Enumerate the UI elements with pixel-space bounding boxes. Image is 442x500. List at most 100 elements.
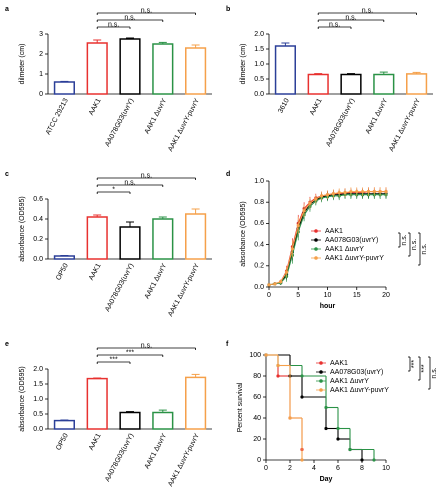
x-tick-label: AAK1 ΔuvrY-puvrY [167,262,201,318]
y-tick-label: 0 [39,91,43,98]
point [361,190,365,194]
y-tick-label: 0.6 [33,196,43,203]
point [336,437,340,441]
x-tick-label: 20 [382,292,390,299]
bar [152,411,174,430]
y-tick-label: 0.0 [254,91,264,98]
y-tick-label: 1.5 [254,46,264,53]
bar [152,218,174,260]
y-tick-label: 20 [253,436,261,443]
point [276,363,280,368]
y-tick-label: 1.0 [33,396,43,403]
point [279,280,283,284]
point [284,270,289,274]
bar [119,411,141,430]
legend-label: AA078G03(uvrY) [325,237,378,244]
y-tick-label: 1.5 [33,381,43,388]
point [343,191,347,195]
y-tick-label: 0.5 [254,76,264,83]
x-axis-label: Day [320,476,333,483]
x-tick-label: 10 [382,465,390,472]
significance-label: n.s. [141,342,152,349]
point [325,193,330,197]
x-tick-label: OP50 [55,432,70,451]
x-tick-label: AAK1 ΔuvrY [144,262,169,300]
x-tick-label: 3610 [277,97,291,114]
y-tick-label: 0.0 [33,426,43,433]
significance-label: n.s. [124,179,135,186]
legend-label: AAK1 ΔuvrY [330,378,369,385]
legend-label: AAK1 [325,228,343,235]
significance-label: *** [110,356,118,363]
point [267,283,271,287]
y-tick-label: 0.8 [254,199,264,206]
legend-marker [319,388,323,392]
y-axis-label: absorbance (OD595) [19,196,26,261]
y-tick-label: 80 [253,373,261,380]
legend-marker [319,361,323,365]
point [349,190,353,194]
bar [86,216,108,260]
legend-label: AAK1 [330,360,348,367]
bar [53,419,75,430]
point [348,447,352,452]
point [378,190,382,194]
point [300,395,304,399]
significance-label: n.s. [411,239,418,250]
legend-label: AAK1 ΔuvrY-puvrY [325,255,384,262]
y-tick-label: 0.0 [33,256,43,263]
bar [119,226,141,260]
point [324,405,328,410]
point [360,458,364,462]
y-tick-label: 0.6 [254,220,264,227]
x-tick-label: AAK1 [88,97,103,116]
panel-letter: c [5,171,9,178]
point [276,374,280,378]
x-tick-label: AAK1 [309,97,324,116]
legend-marker [314,229,318,233]
bar [406,73,428,95]
y-tick-label: 100 [249,352,261,359]
point [314,197,318,201]
x-tick-label: 10 [324,292,332,299]
point [264,353,268,357]
y-tick-label: 0 [257,457,261,464]
point [308,201,312,205]
x-tick-label: 8 [360,465,364,472]
y-tick-label: 2 [39,51,43,58]
significance-label: *** [126,349,134,356]
significance-label: *** [421,364,428,372]
y-tick-label: 1.0 [254,178,264,185]
significance-label: n.s. [329,21,340,28]
bar [274,45,296,95]
x-tick-label: AA078G03(uvrY) [104,98,135,148]
x-tick-label: AAK1 ΔuvrY [365,97,390,135]
point [300,458,304,462]
point [302,209,306,213]
point [320,194,324,198]
bar [119,38,141,95]
significance-label: * [112,186,115,193]
y-tick-label: 0.4 [33,216,43,223]
x-tick-label: 2 [288,465,292,472]
x-tick-label: AAK1 [88,262,103,281]
x-tick-label: AAK1 ΔuvrY [144,97,169,135]
y-axis-label: dilmeter (cm) [240,44,247,85]
x-tick-label: AA078G03(uvrY) [104,263,135,313]
x-tick-label: AA078G03(uvrY) [104,433,135,483]
point [366,190,371,194]
y-tick-label: 3 [39,31,43,38]
bar [86,42,108,95]
significance-label: n.s. [108,21,119,28]
x-tick-label: AAK1 ΔuvrY [144,432,169,470]
legend-label: AAK1 ΔuvrY-puvrY [330,387,389,394]
point [337,191,341,195]
x-tick-label: AA078G03(uvrY) [325,98,356,148]
bar [53,255,75,260]
legend-marker [314,238,318,242]
legend-marker [314,247,318,251]
bar [185,376,207,430]
point [300,374,304,378]
